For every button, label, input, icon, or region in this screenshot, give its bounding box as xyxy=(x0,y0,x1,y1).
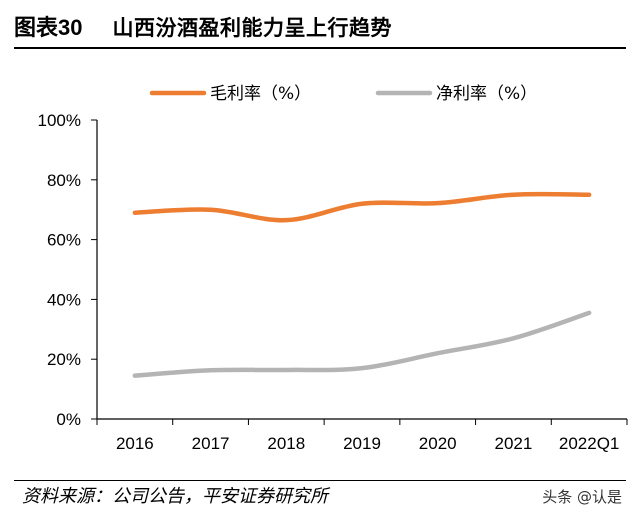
title-divider xyxy=(14,47,626,49)
x-tick-label: 2019 xyxy=(343,434,381,453)
series-line-0 xyxy=(132,191,592,223)
x-tick-label: 2021 xyxy=(495,434,533,453)
x-tick-label: 2022Q1 xyxy=(559,434,620,453)
y-tick-label: 100% xyxy=(38,111,81,130)
x-tick-label: 2016 xyxy=(116,434,154,453)
watermark: 头条 @认是 xyxy=(542,488,622,506)
y-tick-label: 0% xyxy=(56,410,81,429)
y-tick-label: 60% xyxy=(47,231,81,250)
y-tick-label: 20% xyxy=(47,350,81,369)
chart-title: 山西汾酒盈利能力呈上行趋势 xyxy=(112,16,392,40)
y-tick-label: 80% xyxy=(47,171,81,190)
legend-label-1: 净利率（%） xyxy=(436,84,537,104)
figure-header: 图表30 山西汾酒盈利能力呈上行趋势 xyxy=(14,14,626,48)
figure-label: 图表30 xyxy=(14,15,83,40)
source-note: 资料来源：公司公告，平安证券研究所 xyxy=(22,486,328,507)
x-tick-label: 2020 xyxy=(419,434,457,453)
footer-divider xyxy=(14,480,626,481)
y-tick-label: 40% xyxy=(47,290,81,309)
x-tick-label: 2017 xyxy=(192,434,230,453)
x-tick-label: 2018 xyxy=(267,434,305,453)
series-line-1 xyxy=(132,310,592,378)
legend-label-0: 毛利率（%） xyxy=(210,84,311,104)
